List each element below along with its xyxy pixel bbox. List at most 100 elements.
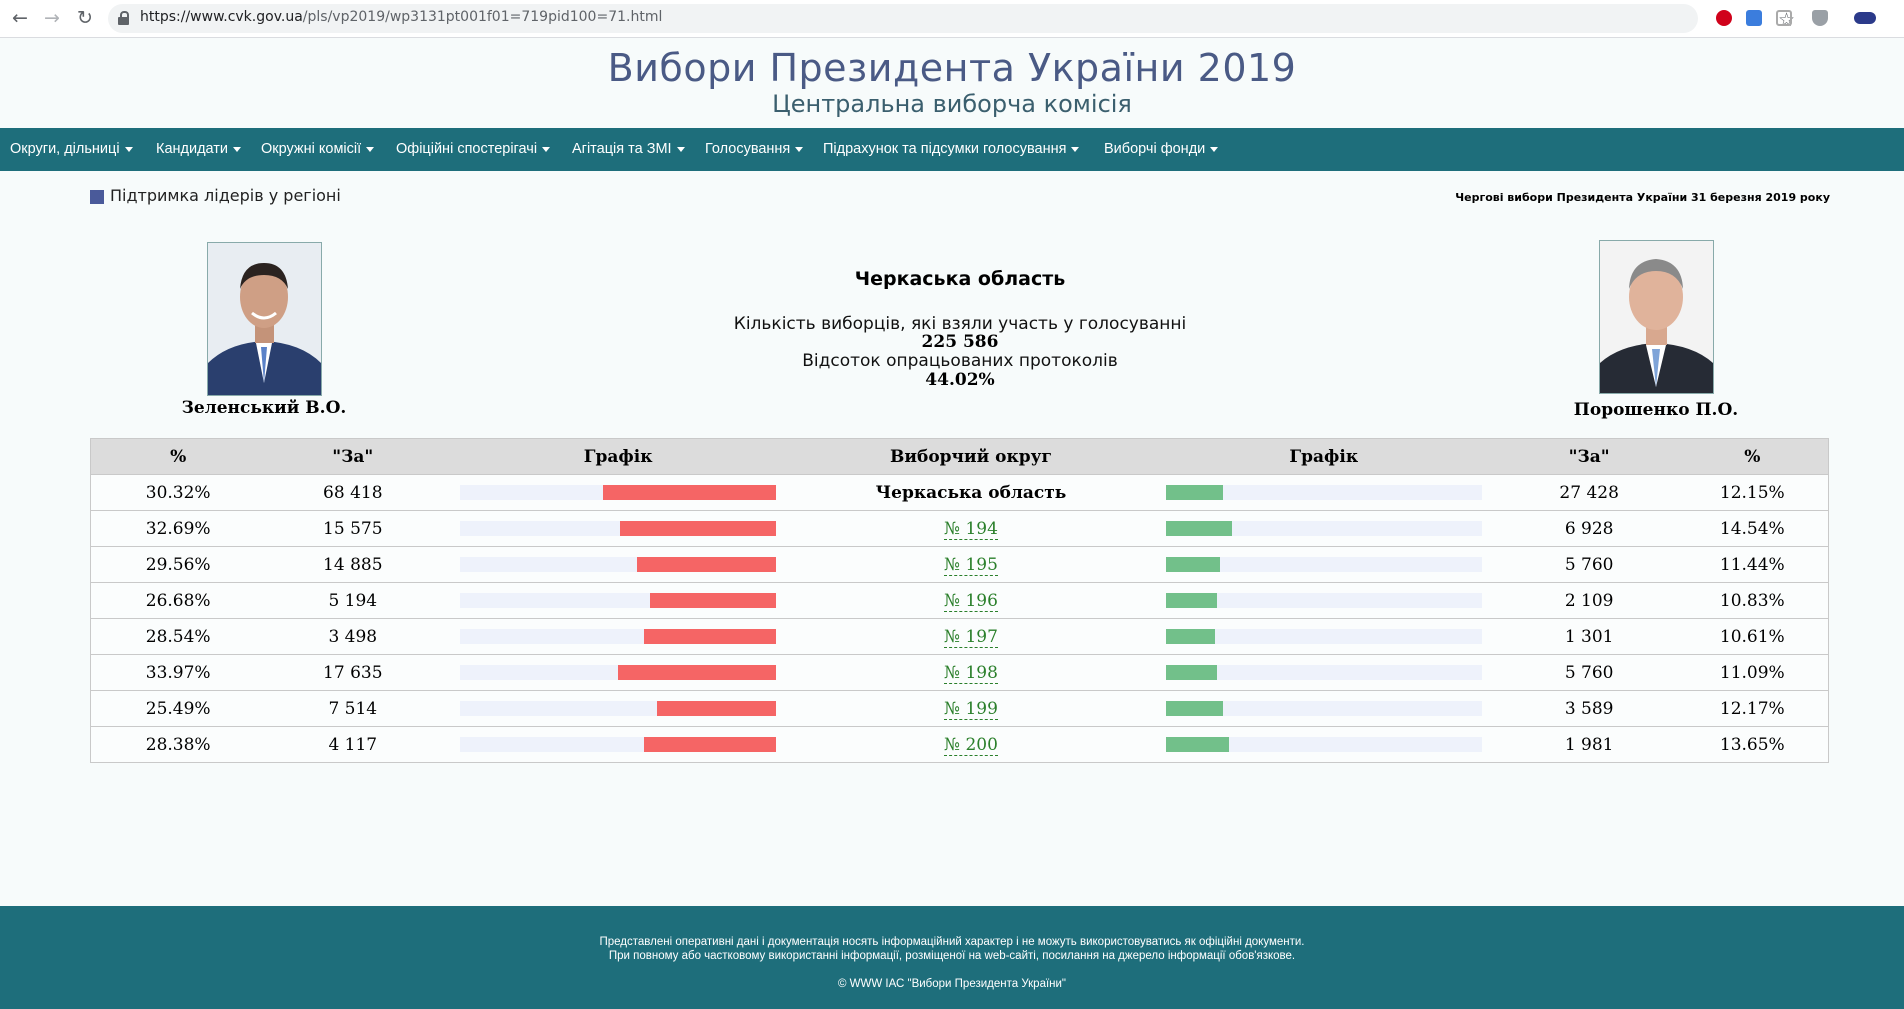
menu-item-voting[interactable]: Голосування [705,128,804,171]
votes-left-cell: 7 514 [265,690,441,727]
protocols-value: 44.02% [925,370,995,390]
extension-icon[interactable] [1746,10,1762,26]
votes-right-cell: 27 428 [1501,474,1677,511]
extension-icon[interactable] [1776,10,1792,26]
pct-left-cell: 32.69% [90,510,266,547]
col-header-chart-right: Графік [1145,438,1502,475]
pct-left-cell: 28.54% [90,618,266,655]
menu-item-results[interactable]: Підрахунок та підсумки голосування [823,128,1080,171]
table-row: 32.69% 15 575 № 194 6 928 14.54% [90,510,1829,547]
extension-icon[interactable] [1854,12,1876,24]
bar-left [619,521,777,536]
bar-track-left [460,485,777,500]
district-cell: № 199 [796,690,1146,727]
table-row: 26.68% 5 194 № 196 2 109 10.83% [90,582,1829,619]
back-arrow-icon[interactable]: ← [12,7,28,29]
extension-icon[interactable] [1716,10,1732,26]
url-text: https://www.cvk.gov.ua/pls/vp2019/wp3131… [140,9,663,25]
voters-value: 225 586 [921,332,999,352]
menu-item-district-commissions[interactable]: Окружні комісії [261,128,375,171]
bar-track-left [460,593,777,608]
district-link[interactable]: № 197 [943,626,998,648]
bar-right [1165,701,1223,716]
pct-left-cell: 33.97% [90,654,266,691]
bar-track-left [460,701,777,716]
caret-down-icon [676,146,685,152]
bar-left [637,557,777,572]
bar-right [1165,737,1230,752]
district-cell: № 197 [796,618,1146,655]
reload-icon[interactable]: ↻ [77,7,93,29]
district-link[interactable]: № 195 [943,554,998,576]
col-header-votes-right: "За" [1501,438,1677,475]
chart-left-cell [440,582,797,619]
table-row: 25.49% 7 514 № 199 3 589 12.17% [90,690,1829,727]
pct-right-cell: 11.44% [1676,546,1829,583]
bar-track-left [460,521,777,536]
district-cell: Черкаська область [796,474,1146,511]
bar-right [1165,665,1218,680]
bar-left [650,593,777,608]
chart-right-cell [1145,690,1502,727]
section-title: Підтримка лідерів у регіоні [110,186,341,205]
pct-left-cell: 29.56% [90,546,266,583]
shield-icon[interactable] [1812,10,1828,26]
candidate-photo-right [1599,240,1714,394]
election-name: Чергові вибори Президента України 31 бер… [1455,191,1830,204]
caret-down-icon [1210,146,1219,152]
forward-arrow-icon[interactable]: → [44,7,60,29]
bar-left [602,485,777,500]
votes-right-cell: 1 981 [1501,726,1677,763]
candidate-photo-left [207,242,322,396]
bar-right [1165,521,1232,536]
table-row: 28.38% 4 117 № 200 1 981 13.65% [90,726,1829,763]
bar-track-left [460,665,777,680]
bar-track-right [1165,665,1482,680]
votes-right-cell: 2 109 [1501,582,1677,619]
bar-right [1165,557,1220,572]
district-link[interactable]: № 198 [943,662,998,684]
menu-item-campaigning[interactable]: Агітація та ЗМІ [572,128,685,171]
footer-disclaimer: Представлені оперативні дані і документа… [599,936,1305,948]
district-cell: № 194 [796,510,1146,547]
candidate-name-left: Зеленський В.О. [181,398,347,418]
votes-left-cell: 15 575 [265,510,441,547]
district-link[interactable]: № 200 [943,734,998,756]
caret-down-icon [366,146,375,152]
bar-right [1165,593,1217,608]
table-row: 30.32% 68 418 Черкаська область 27 428 12.15… [90,474,1829,511]
pct-left-cell: 25.49% [90,690,266,727]
bar-track-right [1165,701,1482,716]
pct-left-cell: 28.38% [90,726,266,763]
table-header-row: % "За" Графік Виборчий округ Графік "За"… [90,438,1829,475]
region-title: Черкаська область [854,268,1066,290]
menu-item-candidates[interactable]: Кандидати [156,128,242,171]
bar-track-left [460,737,777,752]
protocols-label: Відсоток опрацьованих протоколів [802,351,1118,371]
votes-left-cell: 5 194 [265,582,441,619]
footer: Представлені оперативні дані і документа… [0,906,1904,1009]
pct-right-cell: 13.65% [1676,726,1829,763]
site-subtitle: Центральна виборча комісія [772,90,1132,118]
pct-left-cell: 26.68% [90,582,266,619]
col-header-chart-left: Графік [440,438,797,475]
address-bar[interactable]: https://www.cvk.gov.ua/pls/vp2019/wp3131… [108,4,1795,33]
votes-right-cell: 6 928 [1501,510,1677,547]
bar-right [1165,629,1215,644]
site-title: Вибори Президента України 2019 [607,46,1297,90]
votes-right-cell: 5 760 [1501,654,1677,691]
district-cell: № 196 [796,582,1146,619]
chart-right-cell [1145,654,1502,691]
district-link[interactable]: № 194 [943,518,998,540]
bar-left [656,701,777,716]
district-link[interactable]: № 199 [943,698,998,720]
bar-track-left [460,557,777,572]
votes-left-cell: 68 418 [265,474,441,511]
menu-item-observers[interactable]: Офіційні спостерігачі [396,128,551,171]
menu-item-districts[interactable]: Округи, дільниці [10,128,133,171]
table-row: 29.56% 14 885 № 195 5 760 11.44% [90,546,1829,583]
menu-item-funds[interactable]: Виборчі фонди [1104,128,1219,171]
legend-square [90,190,104,204]
district-link[interactable]: № 196 [943,590,998,612]
votes-right-cell: 3 589 [1501,690,1677,727]
